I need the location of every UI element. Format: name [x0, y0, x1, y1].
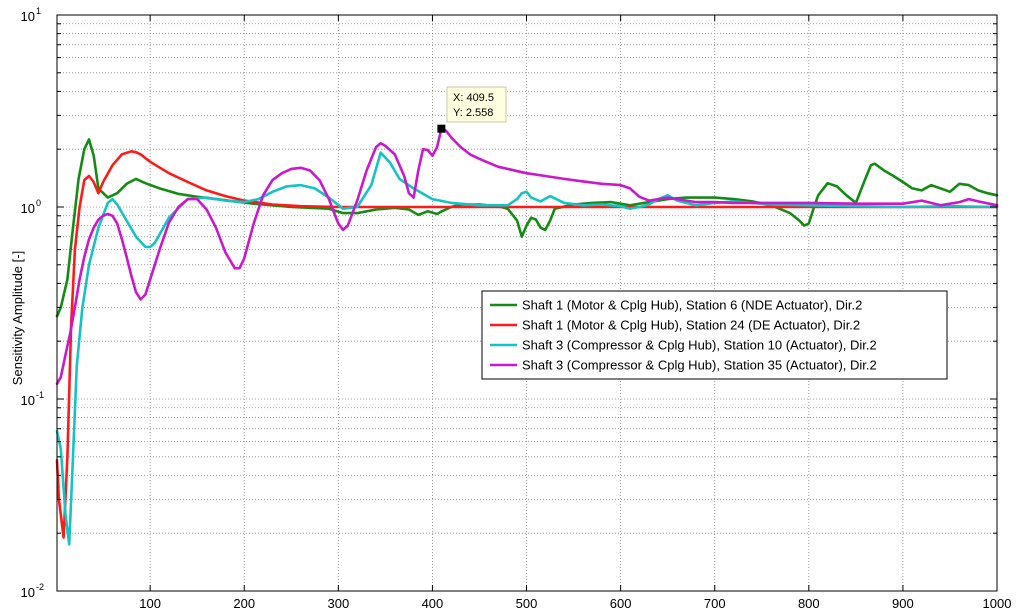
legend-label: Shaft 3 (Compressor & Cplg Hub), Station… — [522, 358, 877, 373]
legend-item: Shaft 3 (Compressor & Cplg Hub), Station… — [490, 338, 877, 353]
series-lines — [55, 127, 999, 546]
series-line-2 — [55, 150, 999, 539]
x-tick-label: 200 — [233, 596, 255, 611]
y-tick-label-base: 10 — [21, 9, 35, 24]
y-tick-label-exponent: -2 — [36, 582, 44, 592]
y-tick-label-base: 10 — [21, 201, 35, 216]
legend[interactable]: Shaft 1 (Motor & Cplg Hub), Station 6 (N… — [481, 290, 948, 380]
x-tick-label: 900 — [892, 596, 914, 611]
x-tick-label: 600 — [610, 596, 632, 611]
legend-item: Shaft 1 (Motor & Cplg Hub), Station 24 (… — [490, 318, 860, 333]
x-tick-label: 400 — [422, 596, 444, 611]
y-tick-label: 10 1 — [21, 6, 41, 24]
legend-label: Shaft 3 (Compressor & Cplg Hub), Station… — [522, 338, 877, 353]
x-tick-label: 300 — [327, 596, 349, 611]
series-line-1 — [55, 138, 999, 318]
series-line-4 — [55, 127, 999, 386]
y-tick-label: 10 -1 — [21, 390, 44, 408]
y-tick-label-base: 10 — [21, 393, 35, 408]
x-tick-label: 100 — [139, 596, 161, 611]
datatip-marker — [437, 124, 446, 133]
y-tick-label-exponent: -1 — [36, 390, 44, 400]
legend-item: Shaft 1 (Motor & Cplg Hub), Station 6 (N… — [490, 298, 862, 313]
datatip-y-text: Y: 2.558 — [453, 107, 493, 119]
axes — [56, 14, 998, 592]
x-tick-label: 800 — [798, 596, 820, 611]
y-tick-label: 10 -2 — [21, 582, 44, 600]
datatip-x-text: X: 409.5 — [453, 92, 494, 104]
x-tick-label: 700 — [704, 596, 726, 611]
legend-label: Shaft 1 (Motor & Cplg Hub), Station 24 (… — [522, 318, 860, 333]
datatip[interactable]: X: 409.5 Y: 2.558 — [437, 86, 507, 133]
y-tick-label-exponent: 1 — [36, 6, 41, 16]
x-tick-label: 1000 — [983, 596, 1012, 611]
series-line-3 — [55, 151, 999, 546]
y-tick-label-exponent: 0 — [36, 198, 41, 208]
y-tick-label: 10 0 — [21, 198, 41, 216]
legend-box — [481, 290, 948, 380]
legend-label: Shaft 1 (Motor & Cplg Hub), Station 6 (N… — [522, 298, 862, 313]
y-axis-label: Sensitivity Amplitude [-] — [10, 251, 25, 385]
y-tick-label-base: 10 — [21, 585, 35, 600]
x-tick-label: 500 — [516, 596, 538, 611]
legend-item: Shaft 3 (Compressor & Cplg Hub), Station… — [490, 358, 877, 373]
datatip-box — [446, 86, 507, 123]
